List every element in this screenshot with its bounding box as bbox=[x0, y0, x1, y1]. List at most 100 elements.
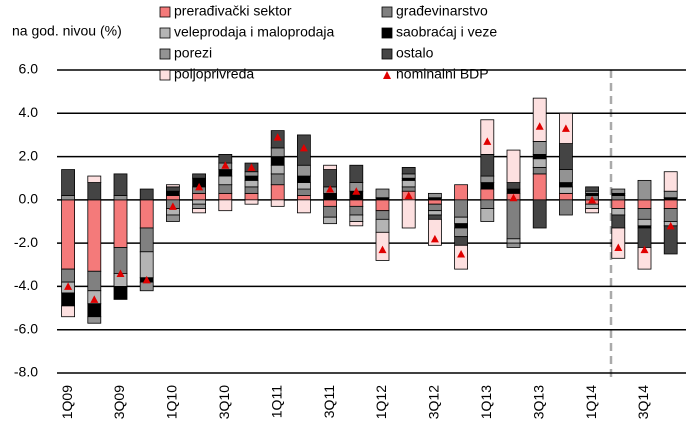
bar-segment bbox=[375, 218, 390, 233]
bar-segment bbox=[61, 169, 75, 196]
bar-segment bbox=[323, 164, 338, 170]
bar-segment bbox=[349, 205, 364, 216]
bar-segment bbox=[532, 166, 547, 175]
bar-segment bbox=[663, 208, 678, 222]
bar-segment bbox=[611, 188, 626, 194]
bar-segment bbox=[349, 164, 364, 183]
legend-label: prerađivački sektor bbox=[174, 3, 292, 19]
bar-segment bbox=[192, 203, 207, 209]
y-tick-label: 6.0 bbox=[19, 61, 39, 77]
bar-segment bbox=[218, 192, 233, 201]
bdp-marker bbox=[352, 187, 361, 195]
bar-segment bbox=[87, 303, 102, 318]
bar-segment bbox=[663, 171, 678, 192]
bar-segment bbox=[480, 182, 495, 190]
bdp-marker bbox=[116, 269, 125, 277]
bar-segment bbox=[427, 218, 442, 246]
bar-segment bbox=[139, 251, 154, 279]
bar-segment bbox=[506, 238, 521, 244]
bdp-marker bbox=[430, 234, 439, 243]
bar-segment bbox=[192, 208, 207, 214]
bar-segment bbox=[165, 214, 180, 222]
bar-segment bbox=[427, 199, 442, 205]
bdp-marker bbox=[64, 282, 73, 290]
bdp-marker bbox=[247, 163, 256, 171]
bdp-marker bbox=[142, 275, 151, 284]
legend-label: veleprodaja i maloprodaja bbox=[174, 24, 335, 40]
bar-segment bbox=[611, 208, 626, 216]
x-tick-label: 1Q11 bbox=[268, 385, 284, 418]
bar-segment bbox=[375, 199, 390, 212]
bar-segment bbox=[454, 184, 469, 201]
legend-swatch bbox=[159, 6, 171, 18]
bar-segment bbox=[480, 119, 495, 155]
bar-segment bbox=[506, 149, 521, 183]
bdp-marker bbox=[588, 195, 597, 204]
bar-segment bbox=[244, 175, 259, 181]
bar-segment bbox=[480, 188, 495, 201]
bar-segment bbox=[244, 199, 259, 205]
bar-segment bbox=[401, 166, 416, 175]
bar-segment bbox=[192, 173, 207, 179]
bar-segment bbox=[349, 214, 364, 222]
y-tick-label: -8.0 bbox=[14, 364, 38, 380]
bar-segment bbox=[87, 270, 102, 292]
bar-segment bbox=[401, 199, 416, 229]
bar-segment bbox=[139, 199, 154, 229]
bar-segment bbox=[61, 199, 75, 270]
bar-segment bbox=[585, 203, 599, 209]
bar-segment bbox=[218, 199, 233, 212]
bdp-marker bbox=[195, 182, 204, 191]
bar-segment bbox=[270, 156, 285, 166]
legend-label: građevinarstvo bbox=[396, 3, 488, 19]
bar-segment bbox=[296, 164, 311, 177]
legend-swatch bbox=[381, 48, 393, 60]
bdp-marker bbox=[535, 122, 544, 130]
legend-label: saobraćaj i veze bbox=[396, 24, 497, 40]
bar-segment bbox=[296, 195, 311, 201]
x-tick-label: 1Q14 bbox=[583, 385, 599, 419]
bar-segment bbox=[296, 199, 311, 214]
bdp-marker bbox=[509, 193, 518, 202]
bar-segment bbox=[270, 173, 285, 186]
bar-segment bbox=[585, 186, 599, 192]
bar-segment bbox=[375, 188, 390, 199]
bar-segment bbox=[87, 175, 102, 183]
bar-segment bbox=[270, 184, 285, 201]
bar-segment bbox=[480, 208, 495, 222]
bar-segment bbox=[270, 164, 285, 175]
bar-segment bbox=[244, 186, 259, 194]
bar-segment bbox=[87, 199, 102, 272]
bar-segment bbox=[506, 199, 521, 240]
bar-segment bbox=[323, 205, 338, 218]
bar-segment bbox=[480, 175, 495, 183]
bar-segment bbox=[663, 190, 678, 199]
bar-segment bbox=[427, 203, 442, 212]
bar-segment bbox=[61, 292, 75, 307]
bar-segment bbox=[427, 210, 442, 216]
x-tick-label: 3Q09 bbox=[111, 385, 127, 419]
x-tick-label: 1Q13 bbox=[478, 385, 494, 419]
bar-segment bbox=[270, 147, 285, 157]
x-tick-label: 3Q10 bbox=[216, 385, 232, 419]
bar-segment bbox=[637, 227, 652, 248]
bar-segment bbox=[637, 208, 652, 220]
bar-segment bbox=[663, 199, 678, 209]
bar-segment bbox=[165, 186, 180, 192]
y-axis-title: na god. nivou (%) bbox=[12, 23, 122, 39]
bar-segment bbox=[139, 188, 154, 201]
bar-segment bbox=[454, 227, 469, 238]
bdp-marker bbox=[561, 124, 570, 132]
bdp-marker bbox=[378, 245, 387, 254]
bar-segment bbox=[480, 199, 495, 209]
bar-segment bbox=[559, 143, 573, 170]
bar-segment bbox=[113, 286, 128, 300]
bdp-marker bbox=[326, 185, 335, 193]
bar-segment bbox=[61, 305, 75, 318]
bar-segment bbox=[532, 199, 547, 229]
bar-segment bbox=[401, 186, 416, 192]
bar-segment bbox=[611, 227, 626, 259]
bar-segment bbox=[532, 158, 547, 168]
x-tick-label: 3Q11 bbox=[321, 385, 337, 418]
bar-segment bbox=[165, 184, 180, 188]
